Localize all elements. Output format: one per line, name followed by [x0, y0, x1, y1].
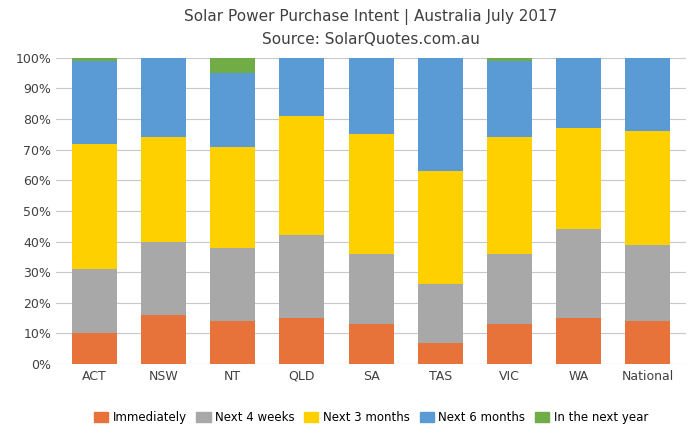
Bar [210, 73, 255, 147]
Bar [71, 333, 117, 364]
Bar [210, 147, 255, 248]
Bar [625, 321, 671, 364]
Bar [418, 58, 463, 171]
Bar [141, 58, 186, 137]
Bar [625, 58, 671, 131]
Bar [71, 58, 117, 61]
Bar [487, 254, 532, 324]
Title: Solar Power Purchase Intent | Australia July 2017
Source: SolarQuotes.com.au: Solar Power Purchase Intent | Australia … [184, 8, 558, 47]
Bar [279, 116, 324, 235]
Bar [279, 318, 324, 364]
Bar [625, 131, 671, 245]
Bar [487, 58, 532, 61]
Bar [418, 171, 463, 285]
Bar [487, 137, 532, 254]
Bar [349, 134, 393, 254]
Bar [210, 248, 255, 321]
Bar [141, 315, 186, 364]
Bar [210, 58, 255, 73]
Bar [71, 61, 117, 143]
Bar [556, 229, 601, 318]
Bar [71, 143, 117, 269]
Bar [349, 324, 393, 364]
Bar [141, 137, 186, 242]
Bar [418, 343, 463, 364]
Bar [141, 242, 186, 315]
Legend: Immediately, Next 4 weeks, Next 3 months, Next 6 months, In the next year: Immediately, Next 4 weeks, Next 3 months… [89, 407, 653, 429]
Bar [279, 235, 324, 318]
Bar [418, 285, 463, 343]
Bar [556, 128, 601, 229]
Bar [487, 61, 532, 137]
Bar [556, 58, 601, 128]
Bar [487, 324, 532, 364]
Bar [556, 318, 601, 364]
Bar [625, 245, 671, 321]
Bar [349, 254, 393, 324]
Bar [349, 58, 393, 134]
Bar [279, 58, 324, 116]
Bar [71, 269, 117, 333]
Bar [210, 321, 255, 364]
